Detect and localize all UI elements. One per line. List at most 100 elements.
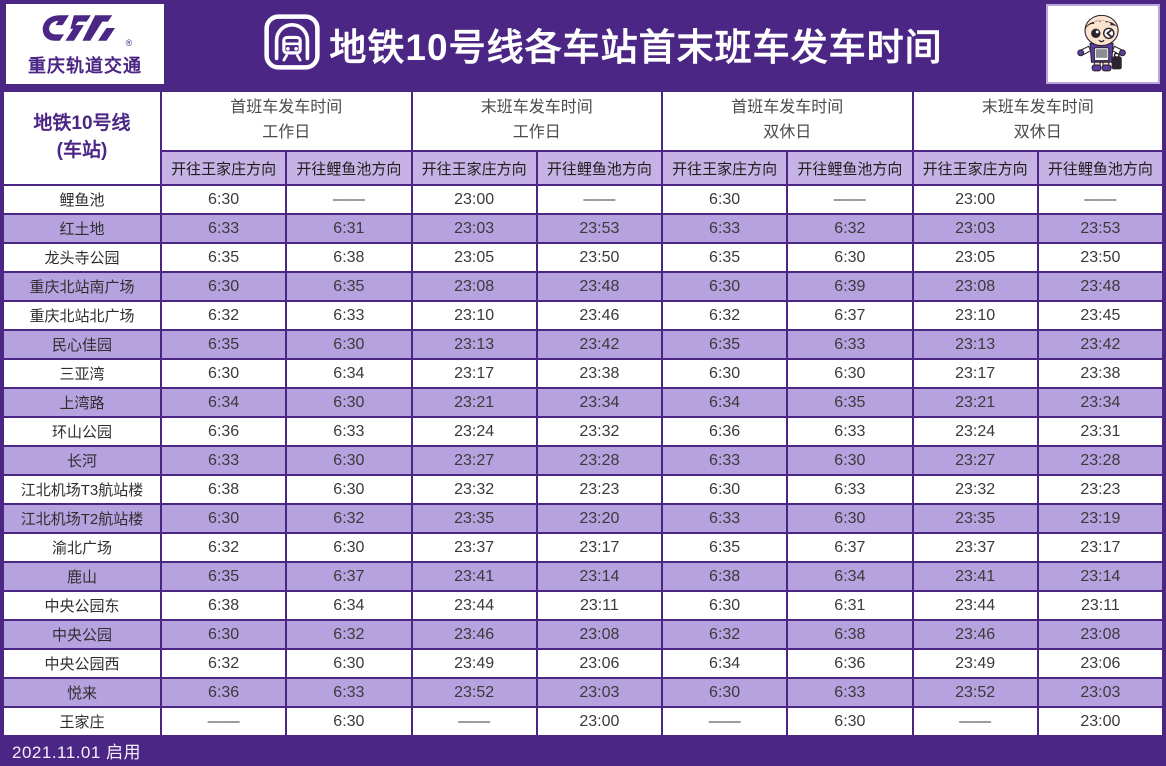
time-cell: 6:33: [663, 447, 787, 474]
time-cell: 6:30: [788, 244, 912, 271]
time-cell: 23:08: [913, 273, 1037, 300]
time-cell: 6:30: [663, 186, 787, 213]
time-cell: 23:11: [537, 592, 661, 619]
time-cell: 6:33: [788, 476, 912, 503]
time-cell: 23:03: [1038, 679, 1162, 706]
time-cell: 23:35: [913, 505, 1037, 532]
station-cell: 红土地: [4, 215, 160, 242]
footer-bar: 2021.11.01 启用: [0, 735, 1166, 766]
direction-header: 开往鲤鱼池方向: [537, 152, 661, 184]
time-cell: 6:34: [162, 389, 286, 416]
time-cell: 23:17: [412, 360, 536, 387]
time-cell: 23:17: [913, 360, 1037, 387]
time-cell: 6:32: [287, 505, 411, 532]
time-cell: 6:30: [663, 679, 787, 706]
time-cell: 23:05: [412, 244, 536, 271]
time-cell: 6:34: [788, 563, 912, 590]
brand-logo: ® 重庆轨道交通: [6, 4, 164, 84]
time-cell: ——: [1038, 186, 1162, 213]
time-cell: 6:30: [287, 534, 411, 561]
time-cell: 23:00: [412, 186, 536, 213]
group-header-first-weekend: 首班车发车时间 双休日: [663, 92, 912, 150]
time-cell: 6:30: [287, 447, 411, 474]
time-cell: 23:08: [412, 273, 536, 300]
time-cell: 6:35: [663, 331, 787, 358]
time-cell: 23:14: [1038, 563, 1162, 590]
time-cell: 23:32: [537, 418, 661, 445]
time-cell: 6:30: [162, 360, 286, 387]
group-header-last-weekend: 末班车发车时间 双休日: [913, 92, 1162, 150]
time-cell: 23:34: [1038, 389, 1162, 416]
time-cell: 6:32: [162, 650, 286, 677]
time-cell: 23:53: [537, 215, 661, 242]
time-cell: 23:46: [913, 621, 1037, 648]
direction-header: 开往鲤鱼池方向: [1038, 152, 1162, 184]
corner-line1: 地铁10号线: [33, 113, 131, 135]
time-cell: 23:13: [913, 331, 1037, 358]
time-cell: 6:35: [663, 534, 787, 561]
station-cell: 长河: [4, 447, 160, 474]
time-cell: 6:35: [162, 244, 286, 271]
station-cell: 江北机场T3航站楼: [4, 476, 160, 503]
station-cell: 重庆北站北广场: [4, 302, 160, 329]
time-cell: ——: [287, 186, 411, 213]
time-cell: 6:32: [287, 621, 411, 648]
time-cell: 6:38: [162, 592, 286, 619]
time-cell: 23:34: [537, 389, 661, 416]
station-cell: 中央公园东: [4, 592, 160, 619]
timetable-area: 地铁10号线 (车站) 首班车发车时间 工作日 末班车发车时间 工作日 首班车发…: [0, 88, 1166, 735]
station-cell: 中央公园: [4, 621, 160, 648]
group-header-last-weekday: 末班车发车时间 工作日: [412, 92, 661, 150]
time-cell: 23:46: [537, 302, 661, 329]
time-cell: 23:46: [412, 621, 536, 648]
time-cell: 6:35: [788, 389, 912, 416]
time-cell: 6:30: [788, 360, 912, 387]
station-cell: 上湾路: [4, 389, 160, 416]
time-cell: 23:50: [1038, 244, 1162, 271]
time-cell: 6:35: [287, 273, 411, 300]
time-cell: ——: [913, 708, 1037, 735]
time-cell: 6:30: [663, 273, 787, 300]
time-cell: 6:30: [287, 708, 411, 735]
station-cell: 王家庄: [4, 708, 160, 735]
station-cell: 龙头寺公园: [4, 244, 160, 271]
time-cell: 23:05: [913, 244, 1037, 271]
time-cell: ——: [788, 186, 912, 213]
direction-header: 开往鲤鱼池方向: [788, 152, 912, 184]
time-cell: 6:30: [287, 331, 411, 358]
time-cell: 23:44: [913, 592, 1037, 619]
time-cell: ——: [663, 708, 787, 735]
time-cell: 23:41: [412, 563, 536, 590]
corner-line2: (车站): [56, 140, 108, 161]
time-cell: 6:30: [162, 273, 286, 300]
time-cell: 6:35: [663, 244, 787, 271]
time-cell: 23:06: [537, 650, 661, 677]
time-cell: 6:33: [287, 679, 411, 706]
time-cell: 23:42: [1038, 331, 1162, 358]
time-cell: 23:28: [537, 447, 661, 474]
time-cell: 6:36: [162, 679, 286, 706]
time-cell: 6:30: [663, 360, 787, 387]
time-cell: 6:32: [663, 621, 787, 648]
time-cell: 6:32: [663, 302, 787, 329]
time-cell: 23:03: [412, 215, 536, 242]
time-cell: 6:32: [162, 534, 286, 561]
time-cell: 6:36: [788, 650, 912, 677]
time-cell: 6:36: [162, 418, 286, 445]
group-header-first-weekday: 首班车发车时间 工作日: [162, 92, 411, 150]
time-cell: 23:03: [913, 215, 1037, 242]
time-cell: 6:30: [162, 186, 286, 213]
time-cell: 6:38: [287, 244, 411, 271]
time-cell: 23:08: [1038, 621, 1162, 648]
time-cell: 6:33: [162, 215, 286, 242]
time-cell: 23:32: [412, 476, 536, 503]
time-cell: 23:28: [1038, 447, 1162, 474]
time-cell: 6:30: [663, 476, 787, 503]
time-cell: 23:10: [913, 302, 1037, 329]
mascot-boy-icon: [1067, 6, 1139, 83]
time-cell: 6:34: [287, 360, 411, 387]
direction-header: 开往王家庄方向: [412, 152, 536, 184]
time-cell: 6:33: [788, 679, 912, 706]
time-cell: 6:37: [788, 534, 912, 561]
time-cell: 23:44: [412, 592, 536, 619]
